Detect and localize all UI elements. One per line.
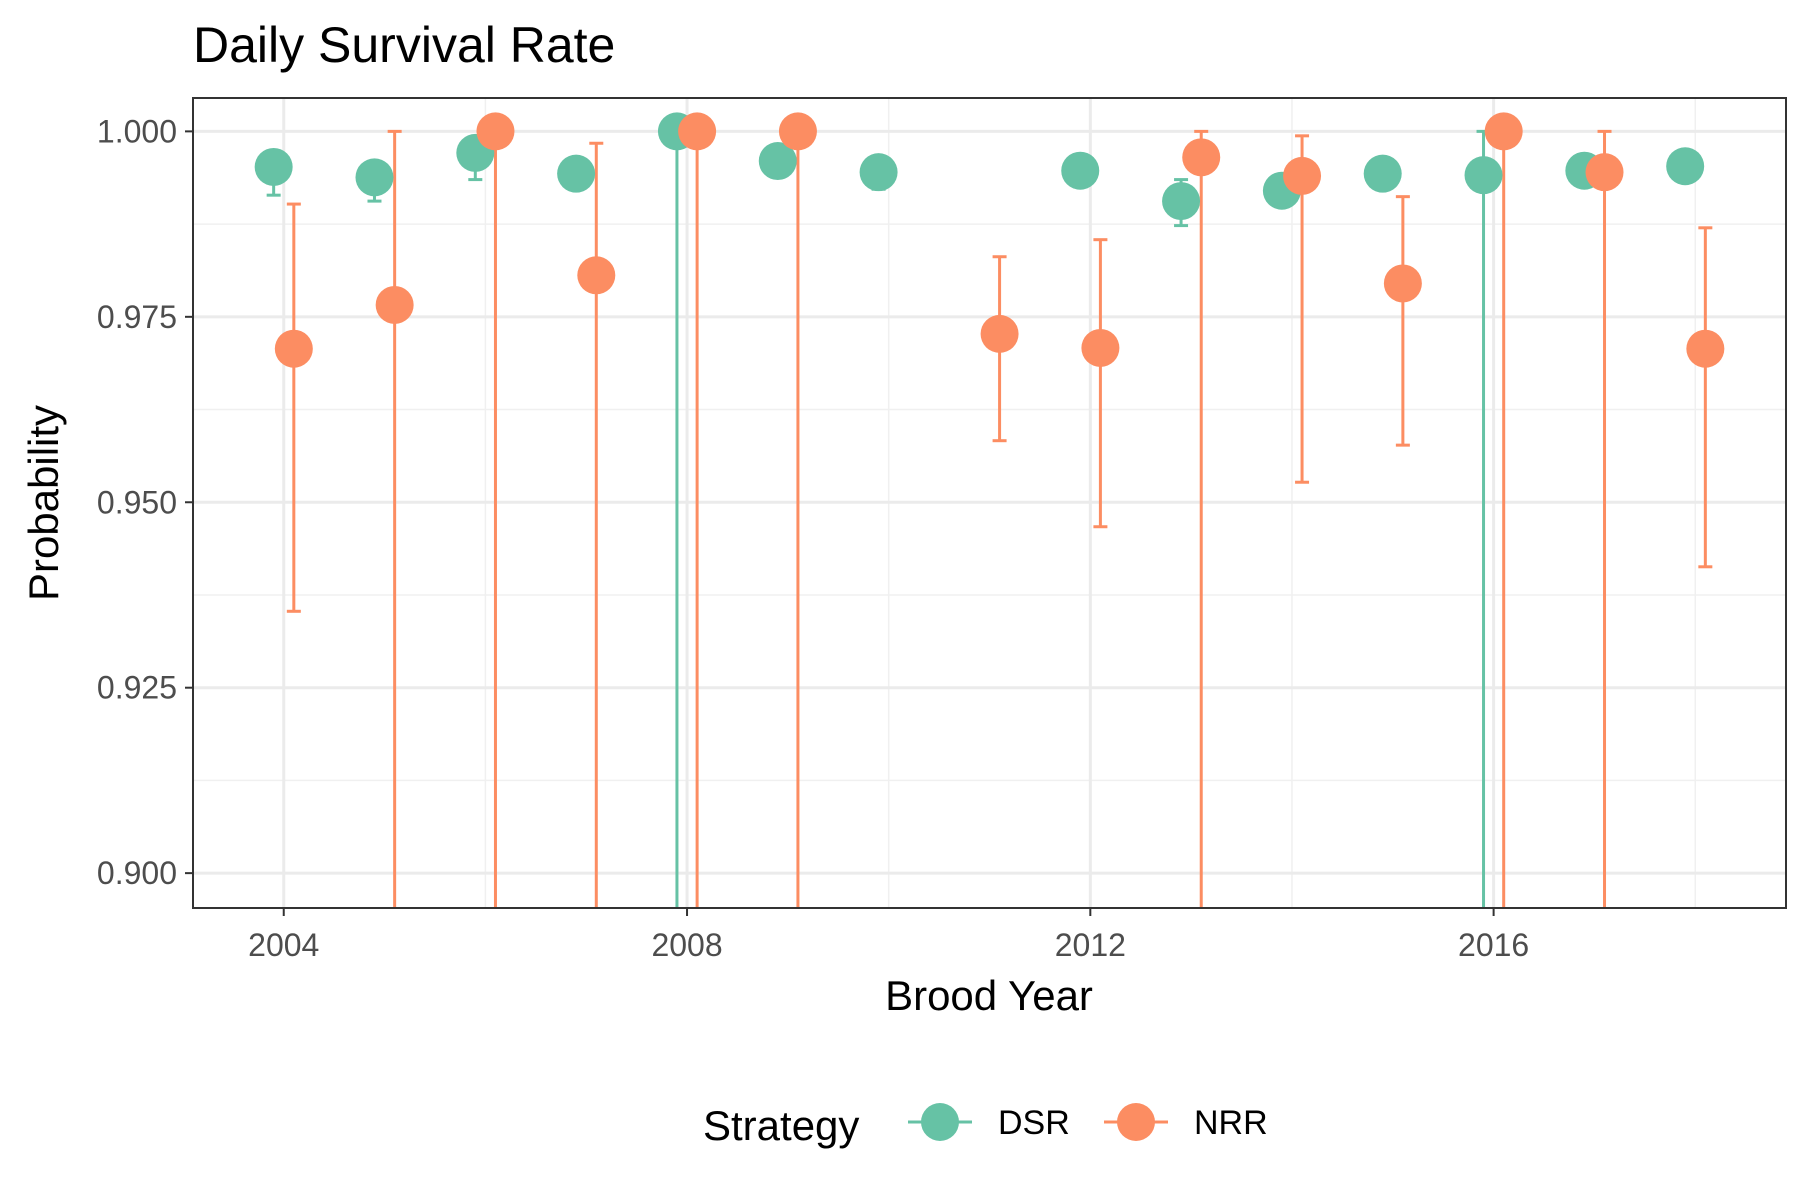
dsr-point bbox=[1162, 182, 1201, 221]
chart-title: Daily Survival Rate bbox=[193, 17, 615, 73]
y-tick-label: 0.925 bbox=[97, 670, 177, 706]
y-axis-title: Probability bbox=[20, 405, 67, 601]
nrr-point bbox=[375, 285, 414, 324]
x-tick-label: 2012 bbox=[1055, 927, 1126, 963]
dsr-point bbox=[1363, 154, 1402, 193]
nrr-point bbox=[1081, 328, 1120, 367]
legend: Strategy DSR NRR bbox=[703, 1102, 1268, 1149]
x-tick-label: 2016 bbox=[1458, 927, 1529, 963]
legend-title: Strategy bbox=[703, 1102, 859, 1149]
y-tick-label: 0.975 bbox=[97, 299, 177, 335]
dsr-point bbox=[859, 153, 898, 192]
nrr-point bbox=[1484, 112, 1523, 151]
nrr-point bbox=[476, 112, 515, 151]
dsr-point bbox=[254, 147, 293, 186]
dsr-point bbox=[1464, 156, 1503, 195]
grid-layer bbox=[193, 98, 1786, 908]
y-tick-label: 0.900 bbox=[97, 855, 177, 891]
nrr-point bbox=[1686, 329, 1725, 368]
y-tick-label: 0.950 bbox=[97, 484, 177, 520]
nrr-point bbox=[1182, 138, 1221, 177]
nrr-point bbox=[678, 112, 717, 151]
axes-layer: 2004 2008 2012 2016 0.900 0.925 0.950 0.975 1.00… bbox=[97, 113, 1529, 963]
error-bars-layer bbox=[266, 129, 1713, 908]
nrr-point bbox=[577, 256, 616, 295]
dsr-point bbox=[1061, 151, 1100, 190]
legend-key-dsr-point bbox=[921, 1103, 959, 1141]
legend-label-nrr: NRR bbox=[1194, 1104, 1268, 1142]
dsr-point bbox=[758, 142, 797, 181]
nrr-point bbox=[778, 112, 817, 151]
x-axis-title: Brood Year bbox=[885, 972, 1093, 1019]
dsr-point bbox=[1666, 147, 1705, 186]
nrr-point bbox=[1283, 156, 1322, 195]
legend-label-dsr: DSR bbox=[998, 1104, 1070, 1142]
nrr-point bbox=[980, 314, 1019, 353]
legend-key-nrr-point bbox=[1117, 1103, 1155, 1141]
points-layer bbox=[254, 112, 1725, 368]
nrr-point bbox=[1383, 264, 1422, 303]
dsr-point bbox=[355, 158, 394, 197]
y-tick-label: 1.000 bbox=[97, 113, 177, 149]
nrr-point bbox=[1585, 153, 1624, 192]
x-tick-label: 2004 bbox=[248, 927, 319, 963]
dsr-point bbox=[557, 154, 596, 193]
x-tick-label: 2008 bbox=[651, 927, 722, 963]
nrr-point bbox=[274, 329, 313, 368]
